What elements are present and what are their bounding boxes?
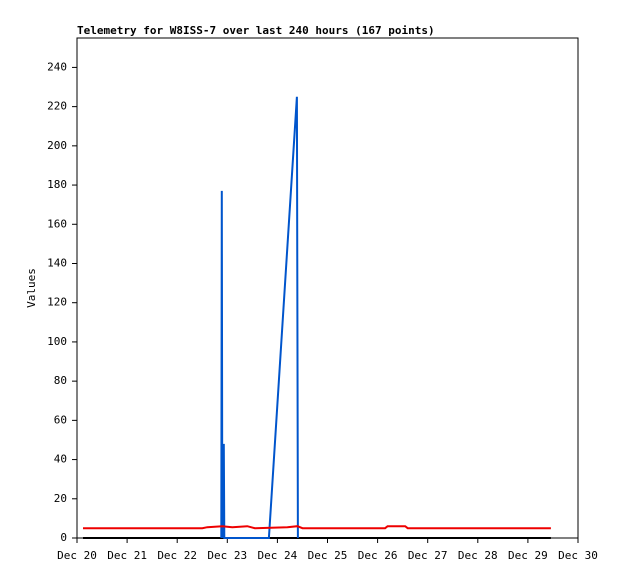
y-tick-label: 60 <box>54 413 67 426</box>
series-line <box>220 96 299 539</box>
x-tick-label: Dec 29 <box>508 549 548 562</box>
x-tick-label: Dec 26 <box>358 549 398 562</box>
x-tick-label: Dec 27 <box>408 549 448 562</box>
x-tick-label: Dec 30 <box>558 549 598 562</box>
x-tick-label: Dec 22 <box>157 549 197 562</box>
x-tick-label: Dec 20 <box>57 549 97 562</box>
x-tick-label: Dec 21 <box>107 549 147 562</box>
y-tick-label: 160 <box>47 217 67 230</box>
y-tick-label: 120 <box>47 296 67 309</box>
y-tick-label: 100 <box>47 335 67 348</box>
y-tick-label: 40 <box>54 453 67 466</box>
series-line <box>83 525 551 530</box>
y-tick-label: 20 <box>54 492 67 505</box>
y-tick-label: 140 <box>47 256 67 269</box>
y-tick-label: 220 <box>47 100 67 113</box>
y-tick-label: 240 <box>47 60 67 73</box>
y-tick-label: 180 <box>47 178 67 191</box>
x-tick-label: Dec 28 <box>458 549 498 562</box>
x-tick-label: Dec 23 <box>207 549 247 562</box>
y-tick-label: 200 <box>47 139 67 152</box>
x-tick-label: Dec 25 <box>308 549 348 562</box>
x-tick-label: Dec 24 <box>258 549 298 562</box>
y-tick-label: 80 <box>54 374 67 387</box>
y-axis-label: Values <box>25 268 38 308</box>
y-tick-label: 0 <box>60 531 67 544</box>
plot-frame <box>76 37 579 539</box>
chart-title: Telemetry for W8ISS-7 over last 240 hour… <box>77 24 435 37</box>
